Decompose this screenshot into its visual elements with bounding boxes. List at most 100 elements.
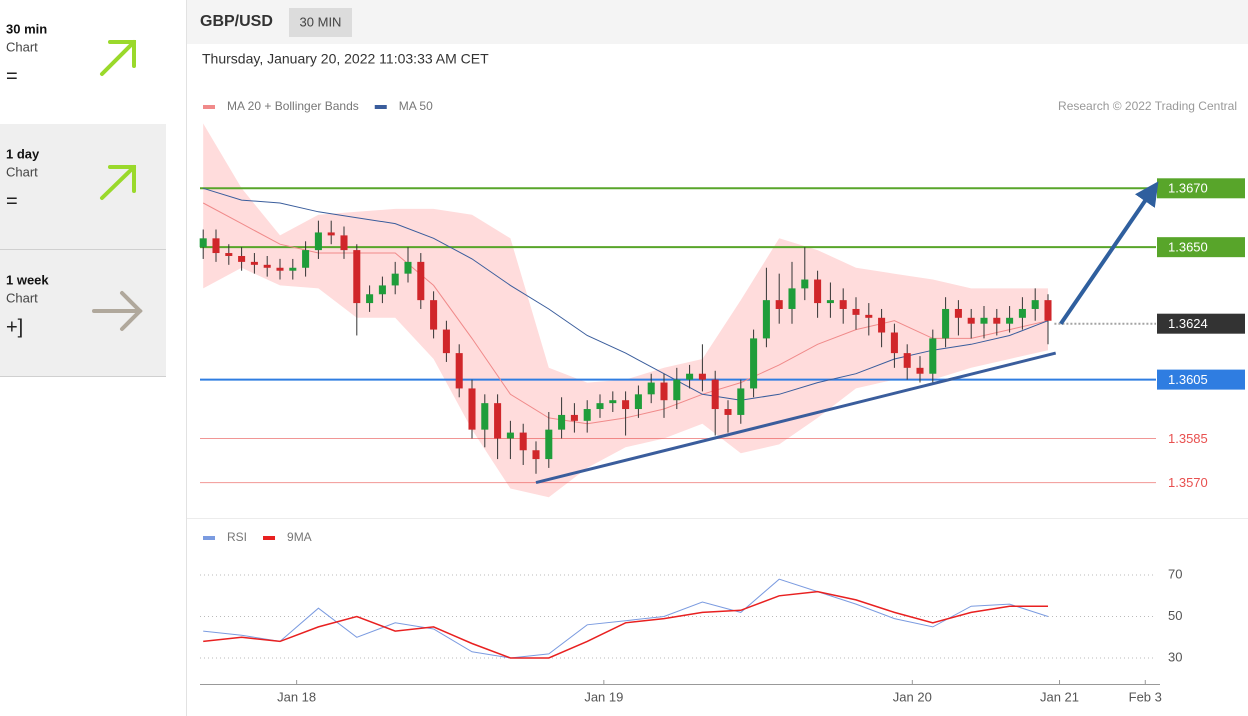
y-tick-label: 30 [1168,649,1182,664]
candle-body [276,267,284,271]
sidebar-item[interactable] [0,0,166,124]
sidebar-period: 1 week [6,272,49,287]
header-bar [186,0,1248,44]
candle-body [442,329,450,354]
candle-body [609,400,617,404]
candle-body [583,409,591,421]
candle-body [750,338,758,389]
candle-body [993,317,1001,324]
candle-body [250,261,258,265]
candle-body [545,429,553,460]
candle-body [340,235,348,251]
candle-body [839,300,847,309]
candle-body [238,255,246,262]
indicator-line [203,590,1048,659]
candle-body [1018,308,1026,318]
candle-body [647,382,655,395]
candle-body [916,367,924,374]
candle-body [558,414,566,430]
candle-body [660,382,668,401]
candle-body [506,432,514,439]
level-label-box [1157,237,1245,258]
legend-swatch [203,105,215,109]
candle-body [852,308,860,315]
candle-body [878,317,886,333]
candle-body [980,317,988,324]
x-tick-label: Jan 19 [584,689,623,704]
candle-body [801,279,809,289]
candle-body [711,379,719,410]
candle-body [391,273,399,286]
legend-label: MA 20 + Bollinger Bands [227,99,359,113]
x-tick-label: Feb 3 [1129,689,1162,704]
candle-body [570,414,578,421]
candle-body [366,294,374,304]
candle-body [634,394,642,410]
sidebar-signal: +] [6,316,23,338]
sidebar-signal: = [6,190,18,212]
y-tick-label: 70 [1168,566,1182,581]
candle-body [353,250,361,304]
indicator-line [203,578,1049,659]
legend-swatch [374,105,387,109]
interval[interactable]: 30 MIN [300,14,342,29]
sidebar-signal: = [6,65,18,87]
candle-body [532,450,540,460]
sidebar-item[interactable] [0,124,166,249]
candle-body [814,279,822,304]
trend-icon [100,165,136,200]
source: Research © 2022 Trading Central [1058,99,1237,113]
symbol: GBP/USD [200,13,273,30]
sidebar-item[interactable] [0,250,166,376]
trend-icon [92,291,143,331]
candle-body [762,300,770,339]
candle-body [698,373,706,380]
candle-body [404,261,412,274]
candle-body [890,332,898,354]
candle-body [967,317,975,324]
candle-body [378,285,386,295]
legend-swatch [263,536,276,540]
candle-body [1006,317,1014,324]
candle-body [225,253,233,256]
y-tick-label: 50 [1168,608,1182,623]
candle-body [302,250,310,268]
bollinger-band [203,123,1048,498]
x-tick-label: Jan 18 [277,689,316,704]
level-label: 1.3650 [1168,240,1208,255]
candle-body [954,308,962,318]
x-tick-label: Jan 20 [893,689,932,704]
candle-body [686,373,694,380]
trendline [535,351,1057,485]
candle-body [494,403,502,439]
level-label-box [1157,178,1245,199]
candle-body [199,238,207,248]
candle-body [724,409,732,415]
candle-body [327,232,335,236]
candle-body [430,300,438,330]
candle-body [1031,300,1039,309]
sidebar-label: Chart [6,39,38,54]
candle-body [468,388,476,430]
sidebar-label: Chart [6,290,38,305]
interval-badge[interactable] [289,8,352,37]
trend-icon [100,40,136,76]
candle-body [903,353,911,368]
candle-body [865,314,873,318]
candle-body [826,300,834,304]
sidebar-period: 30 min [6,21,47,36]
sidebar-label: Chart [6,164,38,179]
level-label: 1.3605 [1168,372,1208,387]
candle-body [455,353,463,389]
candle-body [1044,300,1052,321]
legend-label: MA 50 [399,99,433,113]
forecast-arrow [1059,181,1159,325]
candle-body [212,238,220,254]
level-label-box [1157,313,1245,334]
candle-body [788,288,796,309]
level-label: 1.3585 [1168,431,1208,446]
candle-body [942,308,950,339]
subtitle: Thursday, January 20, 2022 11:03:33 AM C… [202,51,489,67]
candle-body [519,432,527,451]
